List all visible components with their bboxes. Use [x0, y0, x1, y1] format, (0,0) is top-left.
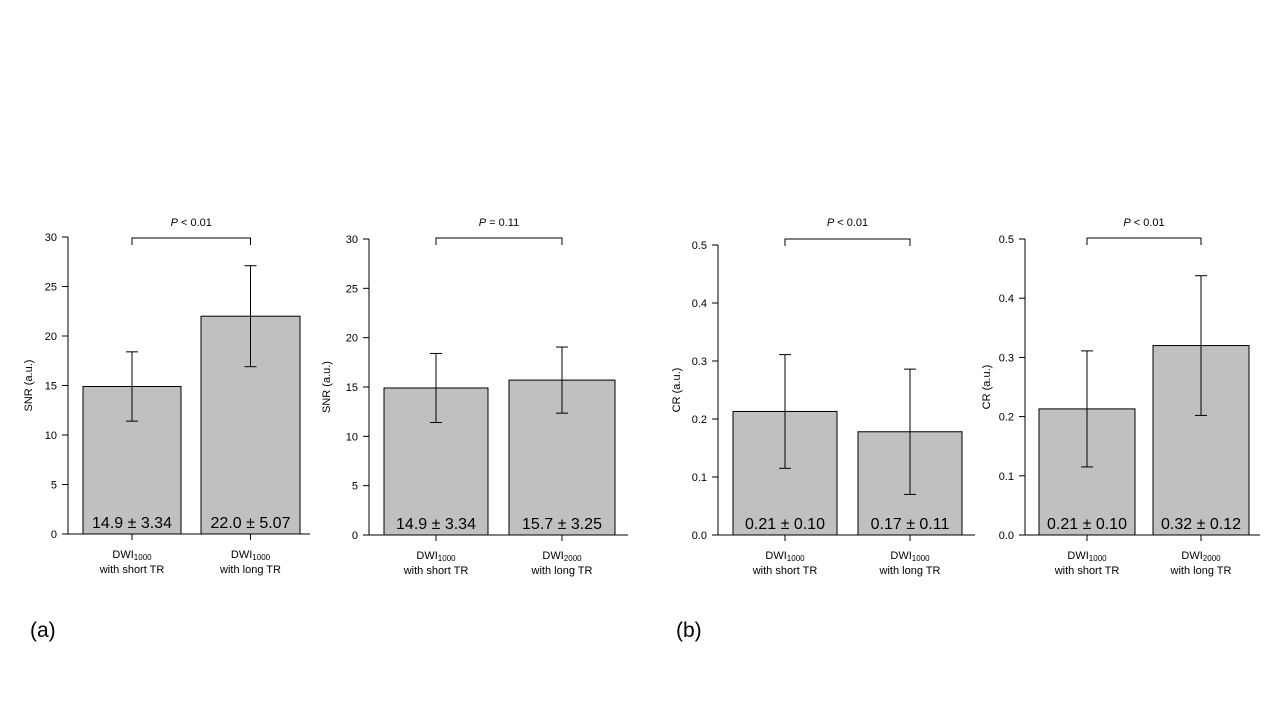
x-tick-label-line2-1: with short TR — [752, 565, 818, 577]
y-tick-label: 0.2 — [999, 412, 1014, 424]
chart-panel-4: 0.0 0.1 0.2 0.3 0.4 0.5 CR (a.u.) 0.21 ± 0.10 DW… — [981, 217, 1260, 577]
p-value-annotation: P = 0.11 — [479, 217, 519, 229]
y-tick-label: 25 — [346, 283, 358, 295]
chart-panel-1: 0 5 10 15 20 25 30 SNR (a.u.) 14.9 ± 3.34 DWI1000… — [23, 217, 310, 576]
data-label-1: 0.21 ± 0.10 — [745, 516, 825, 533]
data-label-2: 0.32 ± 0.12 — [1161, 516, 1241, 533]
x-tick-label-1: DWI1000 — [416, 550, 456, 563]
x-tick-label-2: DWI2000 — [542, 550, 582, 563]
y-axis-label: SNR (a.u.) — [23, 360, 35, 412]
p-value-annotation: P < 0.01 — [1123, 217, 1164, 229]
y-tick-label: 0.1 — [692, 472, 707, 484]
x-tick-label-2: DWI1000 — [231, 549, 271, 562]
x-tick-label-line2-2: with long TR — [1170, 565, 1232, 577]
x-tick-label-1: DWI1000 — [765, 550, 805, 563]
x-tick-label-line2-2: with long TR — [219, 564, 281, 576]
y-tick-label: 15 — [45, 381, 57, 393]
significance-bracket — [1086, 237, 1202, 245]
x-tick-label-1: DWI1000 — [112, 549, 152, 562]
x-tick-label-line2-1: with short TR — [403, 565, 469, 577]
significance-bracket — [435, 237, 563, 245]
x-tick-label-1: DWI1000 — [1067, 550, 1107, 563]
x-tick-label-2: DWI1000 — [890, 550, 930, 563]
y-tick-label: 0.0 — [999, 530, 1014, 542]
y-tick-label: 15 — [346, 382, 358, 394]
chart-panel-2: 0 5 10 15 20 25 30 SNR (a.u.) 14.9 ± 3.34 DWI1000… — [321, 217, 628, 577]
y-tick-label: 0.0 — [692, 530, 707, 542]
y-tick-label: 10 — [346, 431, 358, 443]
y-tick-label: 30 — [45, 232, 57, 244]
y-axis-label: SNR (a.u.) — [321, 361, 333, 413]
data-label-2: 15.7 ± 3.25 — [522, 516, 602, 533]
x-tick-label-line2-2: with long TR — [879, 565, 941, 577]
y-tick-label: 0.3 — [999, 352, 1014, 364]
panel-label-a: (a) — [30, 619, 56, 642]
y-tick-label: 20 — [346, 333, 358, 345]
data-label-1: 0.21 ± 0.10 — [1047, 516, 1127, 533]
data-label-1: 14.9 ± 3.34 — [92, 515, 172, 532]
significance-bracket — [131, 237, 251, 245]
y-axis-label: CR (a.u.) — [981, 365, 993, 410]
panel-label-b: (b) — [676, 619, 702, 642]
p-value-annotation: P < 0.01 — [171, 217, 212, 229]
data-label-2: 0.17 ± 0.11 — [871, 516, 950, 533]
chart-panel-3: 0.0 0.1 0.2 0.3 0.4 0.5 CR (a.u.) 0.21 ± 0.10 DW… — [671, 217, 975, 577]
y-tick-label: 0.4 — [999, 293, 1014, 305]
x-tick-label-2: DWI2000 — [1181, 550, 1221, 563]
y-tick-label: 0.3 — [692, 356, 707, 368]
y-axis-label: CR (a.u.) — [671, 368, 683, 413]
data-label-2: 22.0 ± 5.07 — [211, 515, 291, 532]
y-tick-label: 5 — [51, 480, 57, 492]
y-tick-label: 20 — [45, 331, 57, 343]
x-tick-label-line2-1: with short TR — [99, 564, 165, 576]
x-tick-label-line2-2: with long TR — [531, 565, 593, 577]
y-tick-label: 0.4 — [692, 298, 707, 310]
y-tick-label: 0.5 — [692, 240, 707, 252]
y-tick-label: 25 — [45, 282, 57, 294]
data-label-1: 14.9 ± 3.34 — [396, 516, 476, 533]
y-tick-label: 0 — [51, 529, 57, 541]
y-tick-label: 30 — [346, 234, 358, 246]
y-tick-label: 5 — [352, 481, 358, 493]
significance-bracket — [784, 238, 911, 246]
y-tick-label: 10 — [45, 430, 57, 442]
y-tick-label: 0.2 — [692, 414, 707, 426]
x-tick-label-line2-1: with short TR — [1054, 565, 1120, 577]
y-tick-label: 0.1 — [999, 471, 1014, 483]
y-tick-label: 0.5 — [999, 234, 1014, 246]
p-value-annotation: P < 0.01 — [827, 217, 868, 229]
y-tick-label: 0 — [352, 530, 358, 542]
